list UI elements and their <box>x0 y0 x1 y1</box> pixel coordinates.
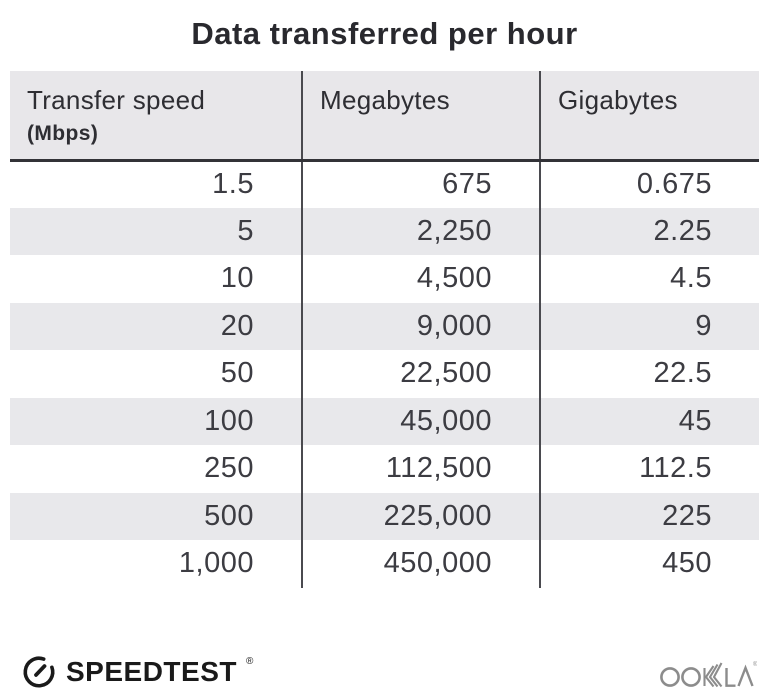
column-header-megabytes: Megabytes <box>301 71 540 162</box>
column-header-label: Gigabytes <box>558 85 678 115</box>
table-cell-gigabytes: 225 <box>539 492 759 540</box>
gauge-needle <box>34 664 47 677</box>
table-cell-gigabytes: 2.25 <box>539 207 759 255</box>
speedometer-gauge-icon <box>23 656 55 688</box>
table-cell-mbps: 20 <box>10 302 302 350</box>
column-header-label: Transfer speed <box>27 85 206 115</box>
table-cell-gigabytes: 450 <box>539 540 759 588</box>
table-cell-gigabytes: 22.5 <box>539 350 759 398</box>
table-cell-mbps: 250 <box>10 445 302 493</box>
table-row: 250 112,500 112.5 <box>10 445 759 493</box>
data-table: Transfer speed (Mbps) Megabytes Gigabyte… <box>10 71 759 588</box>
table-cell-mbps: 5 <box>10 207 302 255</box>
table-row: 20 9,000 9 <box>10 302 759 350</box>
ookla-letter-o <box>660 667 680 687</box>
header-row: Transfer speed (Mbps) Megabytes Gigabyte… <box>10 71 759 162</box>
column-header-transfer-speed: Transfer speed (Mbps) <box>10 71 302 162</box>
column-header-gigabytes: Gigabytes <box>539 71 759 162</box>
table-row: 10 4,500 4.5 <box>10 255 759 303</box>
ookla-letter-o <box>681 667 701 687</box>
table-row: 50 22,500 22.5 <box>10 350 759 398</box>
ookla-letter-l <box>725 668 736 687</box>
table-cell-gigabytes: 4.5 <box>539 255 759 303</box>
ookla-letter-a <box>737 664 754 687</box>
table-body: 1.5 675 0.675 5 2,250 2.25 10 4,500 4.5 20 9,000 9 5… <box>10 160 759 588</box>
column-header-unit: (Mbps) <box>27 122 99 145</box>
table-cell-megabytes: 22,500 <box>301 350 540 398</box>
table-cell-mbps: 10 <box>10 255 302 303</box>
table-cell-megabytes: 675 <box>301 160 540 208</box>
table-cell-gigabytes: 0.675 <box>539 160 759 208</box>
table-header: Transfer speed (Mbps) Megabytes Gigabyte… <box>10 71 759 162</box>
table-cell-megabytes: 112,500 <box>301 445 540 493</box>
table-row: 100 45,000 45 <box>10 397 759 445</box>
table-cell-gigabytes: 9 <box>539 302 759 350</box>
table-row: 500 225,000 225 <box>10 492 759 540</box>
table-cell-megabytes: 450,000 <box>301 540 540 588</box>
table-cell-megabytes: 9,000 <box>301 302 540 350</box>
column-header-label: Megabytes <box>320 85 450 115</box>
table-cell-gigabytes: 45 <box>539 397 759 445</box>
ookla-logo: ® <box>660 661 757 688</box>
table-cell-mbps: 1,000 <box>10 540 302 588</box>
page-title: Data transferred per hour <box>191 16 578 51</box>
table-cell-mbps: 1.5 <box>10 160 302 208</box>
table-row: 1.5 675 0.675 <box>10 160 759 208</box>
table-cell-gigabytes: 112.5 <box>539 445 759 493</box>
speedtest-logo: SPEEDTEST ® <box>20 653 254 691</box>
table-cell-mbps: 50 <box>10 350 302 398</box>
table-cell-mbps: 100 <box>10 397 302 445</box>
table-cell-megabytes: 45,000 <box>301 397 540 445</box>
registered-trademark-icon: ® <box>245 655 254 667</box>
speedtest-wordmark: SPEEDTEST <box>66 656 237 687</box>
table-cell-megabytes: 225,000 <box>301 492 540 540</box>
ookla-letter-k <box>703 662 723 688</box>
table-row: 1,000 450,000 450 <box>10 540 759 588</box>
table-row: 5 2,250 2.25 <box>10 207 759 255</box>
table-cell-mbps: 500 <box>10 492 302 540</box>
table-cell-megabytes: 4,500 <box>301 255 540 303</box>
registered-trademark-icon: ® <box>753 661 757 668</box>
table-cell-megabytes: 2,250 <box>301 207 540 255</box>
